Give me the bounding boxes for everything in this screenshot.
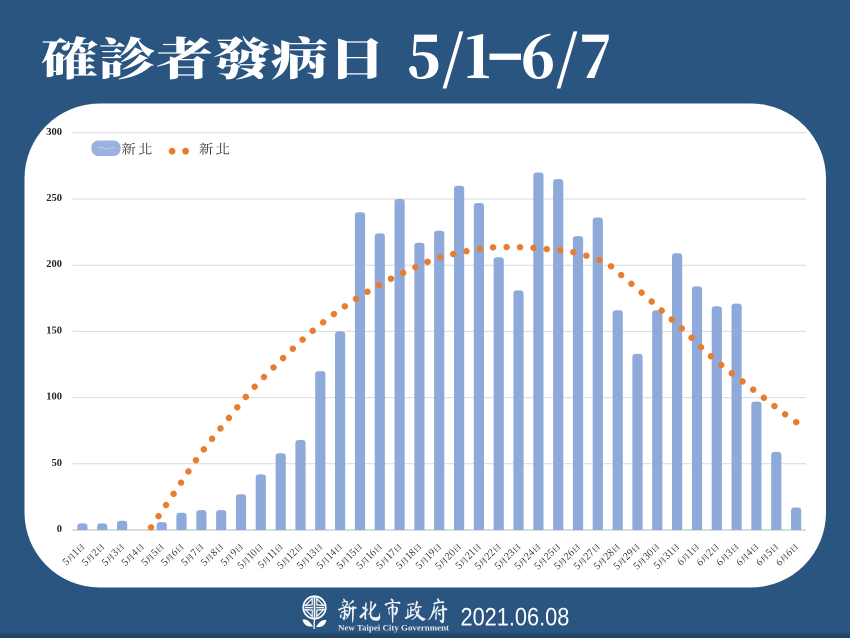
- svg-text:250: 250: [46, 193, 62, 204]
- svg-text:100: 100: [46, 392, 62, 403]
- svg-text:150: 150: [46, 325, 62, 336]
- svg-text:0: 0: [57, 524, 62, 535]
- svg-text:50: 50: [52, 458, 63, 469]
- svg-text:2021.06.08: 2021.06.08: [461, 603, 570, 631]
- svg-text:New Taipei City Government: New Taipei City Government: [338, 624, 449, 633]
- svg-text:300: 300: [46, 127, 62, 138]
- svg-text:200: 200: [46, 259, 62, 270]
